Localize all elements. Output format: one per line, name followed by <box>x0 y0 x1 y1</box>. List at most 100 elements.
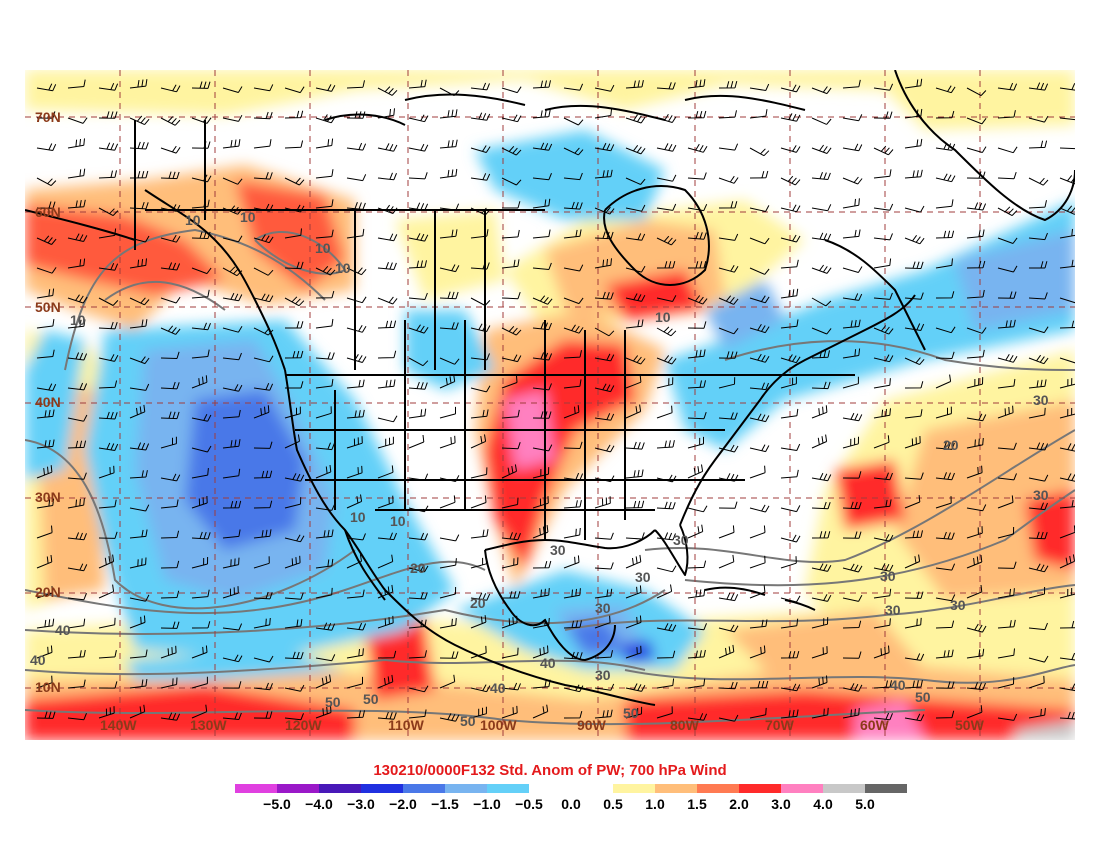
wind-barb <box>222 529 241 539</box>
wind-barb <box>222 586 239 599</box>
wind-barb <box>377 584 394 599</box>
wind-barb <box>36 235 57 245</box>
wind-barb <box>594 562 614 570</box>
wind-barb <box>36 383 57 392</box>
wind-barb <box>811 563 832 572</box>
wind-barb <box>284 684 305 692</box>
wind-barb <box>470 495 487 509</box>
wind-barb <box>160 411 180 420</box>
wind-barb <box>532 173 552 181</box>
wind-barb <box>842 471 862 479</box>
wind-barb <box>842 563 863 573</box>
wind-barb <box>656 474 677 483</box>
wind-barb <box>501 354 522 363</box>
wind-barb <box>966 349 985 359</box>
wind-barb <box>873 169 892 179</box>
wind-barb <box>594 496 611 509</box>
wind-barb <box>346 589 365 599</box>
wind-barb <box>1059 711 1075 720</box>
wind-barb <box>842 531 862 539</box>
wind-barb <box>780 595 801 603</box>
wind-barb <box>656 532 676 541</box>
wind-barb <box>470 556 487 569</box>
wind-barb <box>67 199 86 209</box>
wind-barb <box>935 620 955 629</box>
contour-label: 20 <box>943 437 959 453</box>
wind-barb <box>315 674 332 689</box>
wind-barb <box>532 262 552 270</box>
wind-barb <box>842 683 863 692</box>
wind-barb <box>315 558 334 569</box>
wind-barb <box>749 295 770 304</box>
wind-barb <box>129 356 150 365</box>
wind-barb <box>563 350 582 359</box>
lat-label-40n: 40N <box>35 394 61 410</box>
wind-barb <box>222 177 243 185</box>
wind-barb <box>811 617 829 629</box>
wind-barb <box>811 144 832 154</box>
wind-barb <box>594 142 615 152</box>
wind-barb <box>98 442 119 451</box>
contour-label: 10 <box>315 240 331 256</box>
wind-barb <box>935 531 955 540</box>
wind-barb <box>501 532 521 541</box>
wind-barb <box>501 259 520 269</box>
contour-label: 30 <box>1033 392 1049 408</box>
lon-label-120w: 120W <box>285 717 322 733</box>
wind-barb <box>687 623 707 631</box>
wind-barb <box>408 143 429 152</box>
wind-barb <box>563 555 580 569</box>
wind-barb <box>470 173 491 181</box>
wind-barb <box>315 169 334 179</box>
wind-barb <box>563 297 584 305</box>
colorbar-tick-label: 3.0 <box>771 796 791 812</box>
wind-barb <box>904 205 925 213</box>
lat-label-50n: 50N <box>35 299 61 315</box>
wind-barb <box>842 266 863 273</box>
wind-barb <box>439 109 458 119</box>
wind-barb <box>285 321 304 329</box>
wind-barb <box>966 705 983 719</box>
wind-barb <box>842 79 861 89</box>
wind-barb <box>966 682 986 691</box>
contour-label: 40 <box>490 680 506 696</box>
wind-barb <box>439 618 457 629</box>
wind-barb <box>749 353 770 363</box>
wind-barb <box>625 204 646 212</box>
contour-label: 40 <box>890 677 906 693</box>
wind-barb <box>408 685 429 693</box>
wind-barb <box>997 146 1018 154</box>
wind-barb <box>284 296 305 307</box>
wind-barb <box>98 111 118 119</box>
wind-barb <box>222 205 243 215</box>
wind-barb <box>377 465 394 479</box>
wind-barb <box>532 496 549 509</box>
wind-barb <box>191 704 208 719</box>
contour-label: 30 <box>595 667 611 683</box>
wind-barb <box>129 529 148 539</box>
wind-barb <box>222 439 241 449</box>
wind-barb <box>377 436 394 449</box>
wind-barb <box>36 319 55 329</box>
wind-barb <box>997 495 1014 509</box>
wind-barb <box>501 464 517 479</box>
wind-barb <box>780 84 801 93</box>
wind-barb <box>780 113 801 122</box>
wind-barb <box>439 586 457 599</box>
wind-barb <box>1059 525 1075 539</box>
contour-label: 10 <box>390 513 406 529</box>
wind-barb <box>656 82 676 90</box>
wind-barb <box>842 376 859 389</box>
wind-barb <box>439 264 460 273</box>
wind-barb <box>625 319 644 329</box>
wind-barb <box>842 176 863 185</box>
wind-barb <box>997 82 1018 91</box>
wind-barb <box>687 143 708 153</box>
wind-barb <box>253 500 273 509</box>
wind-barb <box>160 621 180 629</box>
graticule <box>25 70 1075 740</box>
contour-label: 30 <box>1033 487 1049 503</box>
wind-barb <box>625 500 645 509</box>
wind-barb <box>284 140 304 149</box>
wind-barb <box>222 468 241 479</box>
